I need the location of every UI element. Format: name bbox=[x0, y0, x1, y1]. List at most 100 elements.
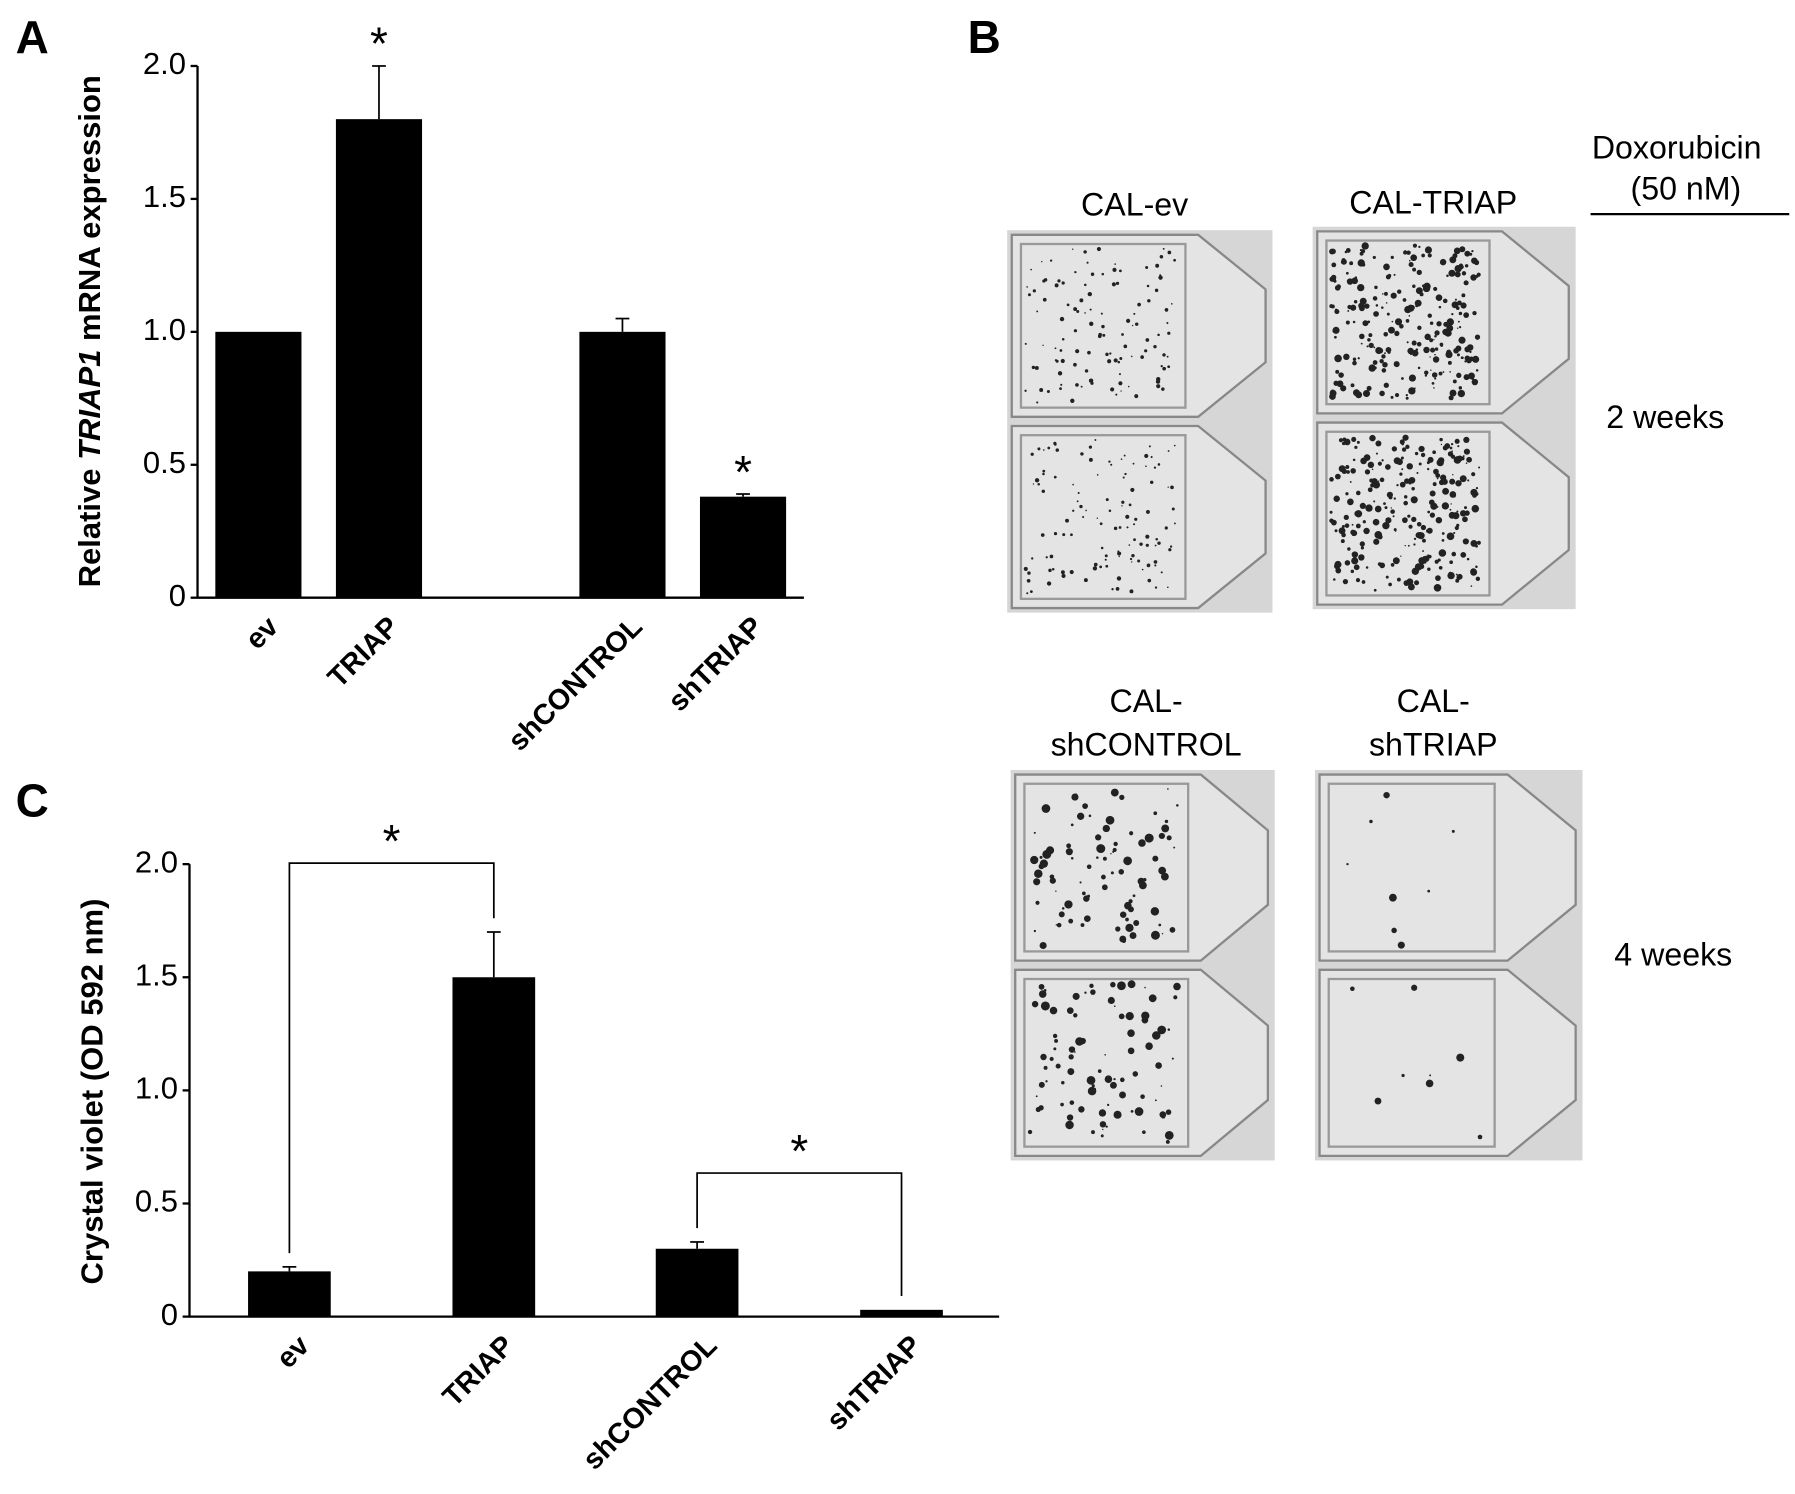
colony bbox=[1120, 1077, 1125, 1083]
colony bbox=[1377, 534, 1383, 540]
colony bbox=[1097, 334, 1102, 339]
colony bbox=[1372, 518, 1380, 526]
colony bbox=[1457, 389, 1466, 398]
colony bbox=[1405, 393, 1408, 397]
colony bbox=[1411, 349, 1419, 357]
colony bbox=[1478, 466, 1481, 469]
colony bbox=[1403, 250, 1408, 255]
colony bbox=[1462, 455, 1465, 457]
colony bbox=[1359, 502, 1366, 510]
flask bbox=[1010, 233, 1267, 418]
colony bbox=[1431, 382, 1435, 385]
colony bbox=[1456, 523, 1460, 527]
colony bbox=[1403, 495, 1408, 499]
colony bbox=[1415, 532, 1422, 539]
panel-label: B bbox=[968, 11, 1001, 63]
colony bbox=[1119, 794, 1125, 801]
colony bbox=[1119, 1091, 1126, 1099]
colony bbox=[1416, 521, 1422, 527]
colony bbox=[1353, 564, 1360, 571]
colony bbox=[1448, 395, 1454, 401]
colony bbox=[1118, 1013, 1125, 1020]
colony bbox=[1355, 523, 1361, 529]
colony bbox=[1471, 472, 1476, 477]
y-tick-label: 0 bbox=[161, 1297, 178, 1332]
colony bbox=[1091, 1130, 1095, 1135]
colony bbox=[1471, 249, 1474, 253]
colony bbox=[1434, 330, 1440, 336]
colony bbox=[1065, 1120, 1074, 1130]
colony bbox=[1346, 470, 1350, 474]
colony bbox=[1400, 555, 1402, 557]
colony bbox=[1457, 320, 1460, 323]
colony bbox=[1402, 517, 1408, 524]
colony bbox=[1027, 293, 1031, 297]
x-tick-label: TRIAP bbox=[322, 611, 406, 695]
colony bbox=[1379, 358, 1384, 364]
x-tick-label: shTRIAP bbox=[662, 611, 769, 718]
colony bbox=[1359, 333, 1365, 340]
colony bbox=[1133, 538, 1136, 542]
colony bbox=[1099, 565, 1103, 569]
colony bbox=[1137, 559, 1141, 563]
colony bbox=[1408, 524, 1413, 529]
colony bbox=[1407, 514, 1411, 518]
colony bbox=[1038, 863, 1045, 870]
colony bbox=[1137, 877, 1145, 885]
colony bbox=[1335, 369, 1340, 374]
colony bbox=[1433, 286, 1438, 292]
colony bbox=[1470, 568, 1477, 575]
colony bbox=[1113, 1005, 1116, 1008]
colony bbox=[1435, 575, 1441, 581]
colony bbox=[1049, 259, 1053, 262]
colony bbox=[1367, 487, 1373, 493]
colony bbox=[1361, 580, 1366, 584]
flask-well bbox=[1023, 977, 1190, 1148]
colony bbox=[1101, 324, 1105, 329]
row-label: 4 weeks bbox=[1614, 937, 1732, 973]
colony bbox=[1365, 504, 1373, 512]
colony bbox=[1160, 364, 1163, 368]
label-part: Relative bbox=[72, 460, 107, 588]
colony bbox=[1167, 365, 1171, 369]
colony bbox=[1355, 490, 1361, 496]
colony bbox=[1089, 321, 1094, 326]
colony bbox=[1040, 1053, 1047, 1061]
colony bbox=[1385, 575, 1389, 579]
colony bbox=[1118, 373, 1121, 376]
colony bbox=[1144, 349, 1148, 353]
colony bbox=[1090, 381, 1094, 385]
y-tick-label: 1.0 bbox=[143, 312, 186, 347]
colony bbox=[1408, 315, 1411, 317]
colony bbox=[1382, 522, 1390, 530]
colony bbox=[1443, 447, 1446, 450]
colony bbox=[1032, 483, 1035, 485]
photo-title: CAL-TRIAP bbox=[1349, 184, 1517, 220]
flask bbox=[1318, 773, 1577, 962]
colony bbox=[1451, 301, 1459, 309]
colony bbox=[1095, 834, 1102, 841]
colony bbox=[1115, 393, 1118, 396]
colony bbox=[1390, 292, 1397, 299]
colony bbox=[1424, 374, 1428, 377]
colony bbox=[1098, 1109, 1107, 1117]
colony bbox=[1334, 354, 1342, 363]
colony bbox=[1037, 447, 1041, 451]
colony bbox=[1117, 981, 1126, 991]
colony bbox=[1046, 390, 1050, 394]
colony bbox=[1341, 525, 1345, 529]
colony bbox=[1467, 479, 1470, 482]
colony bbox=[1427, 510, 1431, 514]
colony bbox=[1107, 996, 1115, 1005]
colony bbox=[1173, 846, 1176, 849]
colony bbox=[1463, 280, 1469, 286]
colony bbox=[1456, 267, 1460, 271]
colony bbox=[1096, 517, 1099, 519]
colony bbox=[1331, 262, 1337, 268]
colony bbox=[1123, 344, 1128, 349]
colony bbox=[1156, 376, 1161, 382]
colony bbox=[1072, 509, 1075, 512]
colony bbox=[1457, 300, 1462, 306]
colony bbox=[1333, 578, 1336, 581]
colony bbox=[1157, 333, 1160, 337]
